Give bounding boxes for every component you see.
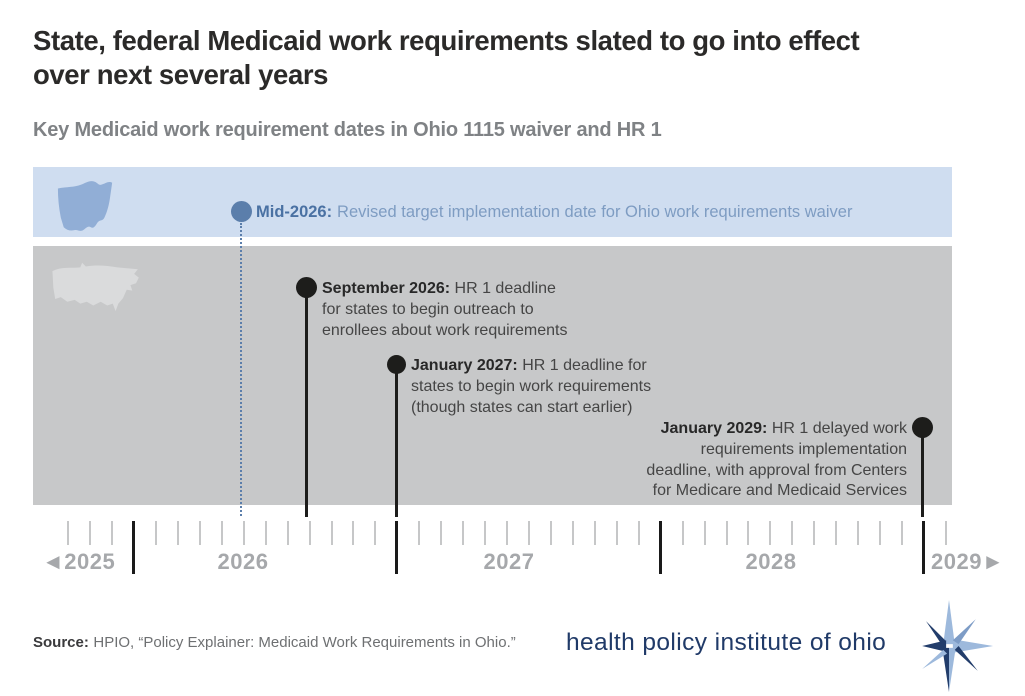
us-map-icon — [52, 262, 139, 312]
axis-year-label-2028: 2028 — [745, 549, 797, 574]
page-title-line2: over next several years — [33, 59, 329, 90]
event-line: January 2027: HR 1 deadline for — [411, 356, 721, 377]
state-event-text: Revised target implementation date for O… — [337, 203, 853, 221]
axis-month-tick — [176, 521, 179, 545]
axis-month-tick — [418, 521, 421, 545]
axis-month-tick — [835, 521, 838, 545]
state-track-band — [33, 167, 952, 237]
axis-year-tick — [132, 521, 135, 574]
event-text: HR 1 delayed work — [771, 420, 907, 437]
axis-month-tick — [769, 521, 772, 545]
axis-month-tick — [879, 521, 882, 545]
state-event-date: Mid-2026: — [256, 203, 333, 221]
axis-month-tick — [681, 521, 684, 545]
axis-year-tick — [395, 521, 399, 574]
axis-year-label-2029: 2029► — [931, 549, 1005, 574]
event-line: states to begin work requirements — [411, 377, 652, 395]
event-line: for states to begin outreach to — [322, 300, 534, 318]
axis-year-tick — [658, 521, 662, 574]
axis-month-tick — [462, 521, 465, 545]
event-stem-september-2026 — [305, 288, 308, 517]
state-event-dot — [231, 201, 252, 222]
axis-month-tick — [571, 521, 574, 545]
axis-month-tick — [352, 521, 355, 545]
state-event-dotted-line — [240, 223, 242, 516]
axis-year-tick — [922, 521, 925, 574]
axis-month-tick — [549, 521, 552, 545]
axis-month-tick — [440, 521, 443, 545]
axis-month-tick — [89, 521, 92, 545]
event-text: HR 1 deadline — [454, 280, 556, 297]
axis-month-tick — [308, 521, 311, 545]
axis-month-tick — [901, 521, 904, 545]
event-line: deadline, with approval from Centers — [646, 461, 907, 479]
axis-month-tick — [791, 521, 794, 545]
axis-month-tick — [220, 521, 223, 545]
ohio-state-icon — [57, 181, 113, 231]
event-text: HR 1 deadline for — [522, 357, 647, 374]
event-label-september-2026: September 2026: HR 1 deadline for states … — [322, 279, 622, 341]
event-label-january-2029: January 2029: HR 1 delayed work requireme… — [577, 419, 907, 502]
axis-month-tick — [286, 521, 289, 545]
hpio-logo-text: health policy institute of ohio — [566, 629, 887, 656]
axis-month-tick — [198, 521, 201, 545]
event-date: January 2027: — [411, 357, 518, 374]
federal-track-band — [33, 246, 952, 505]
chart-subtitle: Key Medicaid work requirement dates in O… — [33, 119, 662, 141]
source-label: Source: — [33, 634, 89, 651]
axis-year-label-2025: ◄2025 — [42, 549, 116, 574]
state-event-label: Mid-2026: Revised target implementation d… — [256, 203, 946, 222]
axis-month-tick — [615, 521, 618, 545]
source-note: Source: HPIO, “Policy Explainer: Medicaid… — [33, 634, 516, 651]
axis-year-label-2026: 2026 — [217, 549, 269, 574]
axis-month-tick — [330, 521, 333, 545]
axis-month-tick — [264, 521, 267, 545]
hpio-logo-star-icon — [922, 600, 994, 692]
axis-month-tick — [747, 521, 750, 545]
axis-month-tick — [506, 521, 509, 545]
axis-month-tick — [374, 521, 377, 545]
axis-month-tick — [857, 521, 860, 545]
axis-month-tick — [725, 521, 728, 545]
axis-month-tick — [242, 521, 245, 545]
axis-month-tick — [484, 521, 487, 545]
axis-month-tick — [154, 521, 157, 545]
event-line: September 2026: HR 1 deadline — [322, 279, 622, 300]
axis-month-tick — [111, 521, 114, 545]
axis-month-tick — [637, 521, 640, 545]
axis-month-tick — [593, 521, 596, 545]
axis-month-tick — [528, 521, 530, 545]
axis-month-tick — [944, 521, 947, 545]
event-dot-january-2029 — [912, 417, 933, 438]
event-line: (though states can start earlier) — [411, 398, 633, 416]
page-title: State, federal Medicaid work requirement… — [33, 24, 993, 92]
axis-month-tick — [703, 521, 706, 545]
axis-month-tick — [67, 521, 70, 545]
event-line: for Medicare and Medicaid Services — [652, 482, 907, 500]
page-title-line1: State, federal Medicaid work requirement… — [33, 25, 860, 56]
source-text: HPIO, “Policy Explainer: Medicaid Work R… — [93, 634, 516, 651]
event-dot-september-2026 — [296, 277, 317, 298]
event-dot-january-2027 — [387, 355, 406, 374]
event-stem-january-2029 — [921, 428, 924, 517]
event-line: requirements implementation — [700, 440, 907, 458]
event-label-january-2027: January 2027: HR 1 deadline for states to… — [411, 356, 721, 418]
event-date: January 2029: — [660, 420, 768, 437]
axis-year-label-2027: 2027 — [483, 549, 535, 574]
event-line: January 2029: HR 1 delayed work — [577, 419, 907, 440]
event-stem-january-2027 — [395, 365, 398, 517]
event-date: September 2026: — [322, 280, 451, 297]
event-line: enrollees about work requirements — [322, 321, 568, 339]
axis-month-tick — [813, 521, 816, 545]
